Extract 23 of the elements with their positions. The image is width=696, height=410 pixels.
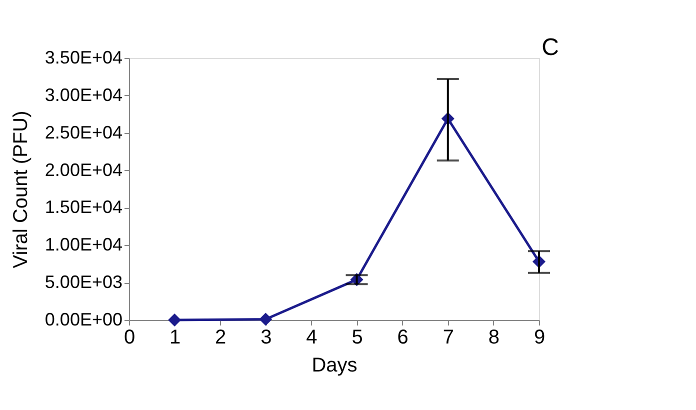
x-tick-label: 4	[306, 326, 318, 348]
x-tick-label: 3	[260, 326, 272, 348]
y-tick-label: 3.00E+04	[44, 84, 122, 105]
y-tick-label: 0.00E+00	[44, 310, 122, 330]
x-tick-label: 5	[352, 326, 363, 348]
y-tick-label: 2.00E+04	[44, 160, 122, 180]
x-tick-label: 9	[534, 326, 546, 348]
y-tick-label: 5.00E+03	[44, 272, 122, 292]
y-tick-label: 1.50E+04	[44, 197, 122, 218]
x-tick-label: 2	[215, 326, 226, 348]
x-axis-title: Days	[312, 354, 358, 376]
point	[168, 313, 182, 327]
y-tick-label: 1.00E+04	[44, 234, 122, 255]
x-tick-label: 6	[397, 326, 408, 348]
x-tick-label: 8	[488, 326, 500, 348]
x-tick-label: 7	[442, 326, 454, 348]
y-axis-title: Viral Count (PFU)	[10, 110, 32, 268]
text: C	[542, 34, 559, 61]
point	[259, 312, 272, 326]
y-tick-label: 3.50E+04	[44, 48, 122, 68]
y-tick-label: 2.50E+04	[44, 122, 122, 142]
x-tick-label: 1	[169, 326, 181, 348]
x-tick-label: 0	[124, 326, 136, 348]
